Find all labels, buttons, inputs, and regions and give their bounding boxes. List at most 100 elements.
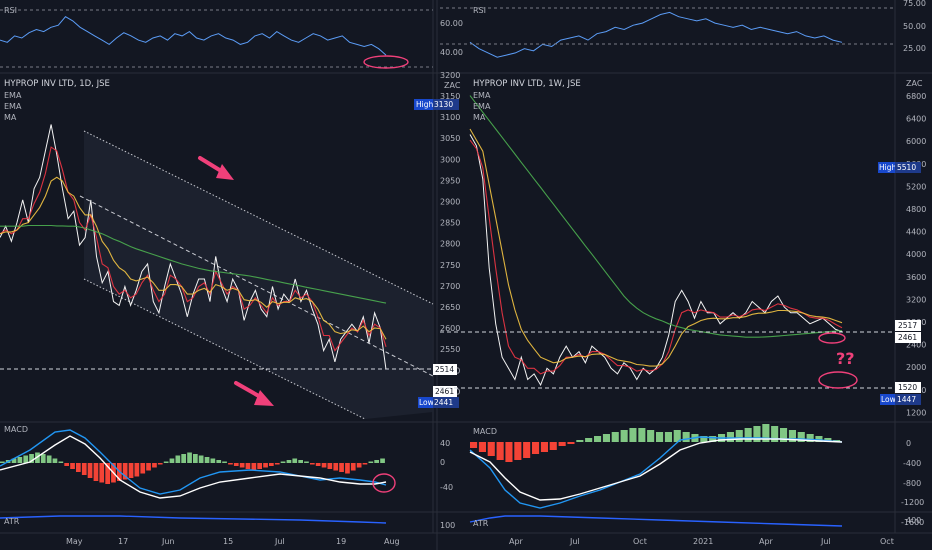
daily-macd-histogram-bar bbox=[163, 461, 169, 463]
weekly-currency-label: ZAC bbox=[906, 79, 923, 88]
daily-atr-label: ATR bbox=[4, 517, 20, 526]
daily-x-label-jul: Jul bbox=[274, 537, 285, 546]
daily-macd-histogram-bar bbox=[327, 463, 333, 469]
daily-macd-histogram-bar bbox=[198, 455, 204, 463]
daily-x-label-jun: Jun bbox=[161, 537, 175, 546]
weekly-macd-histogram-bar bbox=[700, 436, 708, 442]
daily-macd-histogram-bar bbox=[269, 463, 274, 466]
weekly-price-tick: 6400 bbox=[906, 115, 926, 124]
daily-macd-histogram-bar bbox=[210, 458, 216, 463]
daily-channel-fill bbox=[84, 131, 433, 419]
daily-high-label: High bbox=[416, 100, 433, 109]
daily-price-tick: 2650 bbox=[440, 303, 460, 312]
weekly-macd-histogram-bar bbox=[762, 424, 770, 442]
daily-low-tag-bg bbox=[418, 397, 433, 408]
daily-price-tick: 3050 bbox=[440, 134, 460, 143]
weekly-macd-histogram-bar bbox=[576, 440, 584, 442]
daily-macd-histogram-bar bbox=[0, 461, 5, 463]
weekly-price-line bbox=[469, 134, 843, 387]
weekly-macd-histogram-bar bbox=[594, 436, 602, 442]
daily-macd-histogram-bar bbox=[175, 455, 181, 463]
weekly-macd-histogram-bar bbox=[824, 438, 832, 442]
daily-macd-histogram-bar bbox=[298, 460, 303, 463]
daily-ema-slow-line bbox=[0, 176, 387, 340]
daily-macd-histogram-bar bbox=[274, 463, 280, 465]
weekly-macd-histogram-bar bbox=[726, 432, 734, 442]
weekly-macd-histogram-bar bbox=[771, 426, 779, 442]
weekly-macd-histogram-bar bbox=[629, 428, 637, 442]
daily-rsi-label: RSI bbox=[4, 6, 17, 15]
weekly-macd-histogram-bar bbox=[558, 442, 566, 446]
daily-rsi-tick-40: 40.00 bbox=[440, 48, 463, 57]
weekly-macd-histogram-bar bbox=[744, 428, 752, 442]
weekly-high-tag-bg bbox=[878, 162, 895, 173]
weekly-x-label-apr: Apr bbox=[509, 537, 524, 546]
weekly-x-label-jul2: Jul bbox=[820, 537, 831, 546]
weekly-low-label: Low bbox=[881, 395, 896, 404]
weekly-price-circle-annotation bbox=[818, 332, 846, 344]
daily-macd-histogram-bar bbox=[58, 461, 64, 463]
daily-tag-2514-bg bbox=[433, 364, 457, 375]
daily-macd-histogram-bar bbox=[350, 463, 356, 471]
weekly-x-label-jul: Jul bbox=[569, 537, 580, 546]
weekly-price-tick: 1200 bbox=[906, 408, 926, 417]
daily-macd-histogram-bar bbox=[251, 463, 257, 471]
weekly-macd-histogram-bar bbox=[647, 430, 655, 442]
weekly-rsi-label: RSI bbox=[473, 6, 486, 15]
daily-atr-line bbox=[0, 515, 387, 524]
weekly-rsi-tick-50: 50.00 bbox=[903, 22, 926, 31]
weekly-macd-histogram-bar bbox=[487, 442, 495, 456]
weekly-ema-slow-line bbox=[469, 128, 843, 367]
weekly-chart-title: HYPROP INV LTD, 1W, JSE bbox=[473, 79, 581, 89]
daily-macd-histogram-bar bbox=[64, 463, 69, 466]
daily-high-tag-bg bbox=[414, 99, 433, 110]
weekly-price-tick: 6800 bbox=[906, 92, 926, 101]
daily-currency-label: ZAC bbox=[444, 81, 461, 90]
weekly-high-value: 5510 bbox=[897, 163, 916, 172]
daily-macd-histogram-bar bbox=[93, 463, 99, 481]
daily-macd-histogram-bar bbox=[11, 458, 17, 463]
weekly-atr-tick: 400 bbox=[906, 516, 921, 525]
daily-macd-histogram-bar bbox=[356, 463, 362, 468]
weekly-rsi-tick-75: 75.00 bbox=[903, 0, 926, 8]
weekly-macd-histogram-bar bbox=[496, 442, 504, 460]
daily-macd-histogram-bar bbox=[380, 458, 385, 463]
daily-macd-histogram-bar bbox=[263, 463, 268, 468]
weekly-macd-histogram-bar bbox=[611, 432, 619, 442]
weekly-price-tick: 4800 bbox=[906, 205, 926, 214]
weekly-macd-histogram-bar bbox=[514, 442, 522, 460]
weekly-x-label-oct2: Oct bbox=[880, 537, 894, 546]
weekly-low-tag-bg bbox=[880, 394, 895, 405]
daily-price-tick: 3150 bbox=[440, 92, 460, 101]
weekly-price-tick: 2000 bbox=[906, 363, 926, 372]
daily-macd-histogram-bar bbox=[181, 454, 186, 463]
daily-macd-histogram-bar bbox=[362, 463, 368, 465]
daily-price-tick: 2550 bbox=[440, 345, 460, 354]
daily-legend-ema-slow: EMA bbox=[4, 102, 22, 111]
weekly-high-value-bg bbox=[895, 162, 921, 173]
weekly-tag-1520-bg bbox=[895, 382, 921, 393]
weekly-price-tick: 3600 bbox=[906, 273, 926, 282]
weekly-price-tick: 3200 bbox=[906, 295, 926, 304]
daily-macd-histogram-bar bbox=[368, 461, 374, 463]
daily-macd-histogram-bar bbox=[140, 463, 146, 474]
daily-macd-tick-0: 0 bbox=[440, 458, 445, 467]
daily-macd-histogram-bar bbox=[99, 463, 105, 483]
question-marks-annotation: ?? bbox=[836, 349, 855, 368]
weekly-macd-histogram-bar bbox=[540, 442, 548, 452]
daily-macd-histogram-bar bbox=[292, 458, 298, 463]
daily-x-label-15: 15 bbox=[223, 537, 233, 546]
weekly-target-circle-annotation bbox=[818, 371, 858, 389]
weekly-macd-histogram-bar bbox=[780, 428, 788, 442]
weekly-price-tick: 4400 bbox=[906, 228, 926, 237]
weekly-rsi-line bbox=[469, 11, 843, 58]
daily-signal-line bbox=[0, 435, 387, 499]
daily-tag-2461-bg bbox=[433, 386, 457, 397]
daily-legend-ema-fast: EMA bbox=[4, 91, 22, 100]
daily-price-top-tick: 3200 bbox=[440, 71, 460, 80]
weekly-macd-histogram-bar bbox=[505, 442, 513, 462]
weekly-macd-histogram-bar bbox=[753, 426, 761, 442]
daily-tag-2514: 2514 bbox=[435, 365, 454, 374]
weekly-price-tick: 4000 bbox=[906, 250, 926, 259]
daily-macd-histogram-bar bbox=[128, 463, 134, 478]
